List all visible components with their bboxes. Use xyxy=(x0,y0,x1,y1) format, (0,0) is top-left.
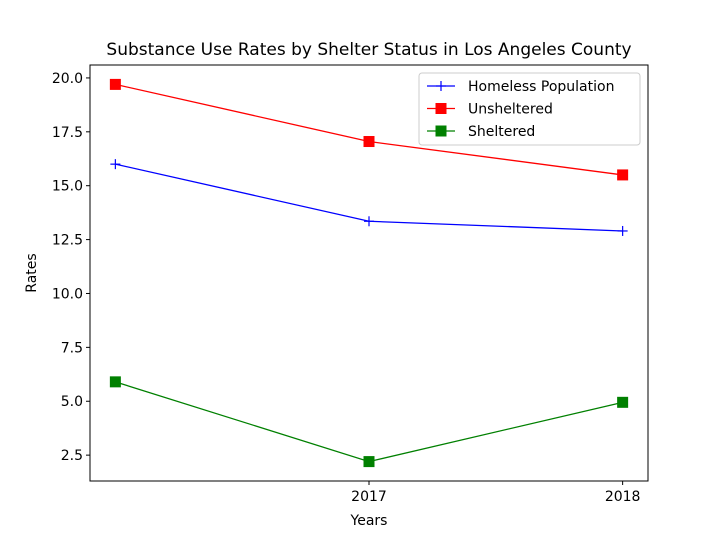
legend-item: Unsheltered xyxy=(427,102,553,118)
data-point xyxy=(363,456,375,468)
y-tick-label: 12.5 xyxy=(52,233,83,249)
data-point xyxy=(617,396,629,408)
legend-box xyxy=(418,72,641,146)
legend-item: Sheltered xyxy=(427,124,535,140)
legend-label: Unsheltered xyxy=(468,102,553,118)
series-sheltered xyxy=(109,376,629,468)
data-point xyxy=(109,78,121,90)
legend-marker xyxy=(436,81,446,91)
y-axis-label: Rates xyxy=(24,253,40,292)
y-tick-label: 17.5 xyxy=(52,125,83,141)
data-point xyxy=(110,159,121,170)
axes-layer: 2.5 5.0 7.5 10.0 12.5 15.0 17.5 20.0 2017 2018 xyxy=(52,71,641,505)
x-tick-label: 2018 xyxy=(605,489,641,505)
data-point xyxy=(617,169,629,181)
legend-item: Homeless Population xyxy=(427,79,614,95)
series-homeless-population xyxy=(110,159,628,236)
legend-marker xyxy=(435,125,447,137)
plot-frame xyxy=(89,64,649,482)
legend: Homeless Population Unsheltered Sheltered xyxy=(418,72,641,146)
chart-title: Substance Use Rates by Shelter Status in… xyxy=(106,40,631,60)
y-tick-label: 20.0 xyxy=(52,71,83,87)
series-unsheltered xyxy=(109,78,629,181)
legend-label: Homeless Population xyxy=(468,79,614,95)
y-tick-label: 10.0 xyxy=(52,286,83,302)
y-tick-label: 2.5 xyxy=(61,448,83,464)
x-axis-label: Years xyxy=(350,513,388,529)
legend-label: Sheltered xyxy=(468,124,535,140)
data-point xyxy=(109,376,121,388)
y-tick-label: 15.0 xyxy=(52,179,83,195)
legend-marker xyxy=(435,103,447,114)
series-layer xyxy=(109,78,629,468)
data-point xyxy=(364,216,374,227)
y-tick-label: 5.0 xyxy=(61,394,83,410)
y-tick-label: 7.5 xyxy=(61,340,83,356)
data-point xyxy=(363,136,375,148)
x-tick-label: 2017 xyxy=(351,489,387,505)
data-point xyxy=(617,225,628,236)
